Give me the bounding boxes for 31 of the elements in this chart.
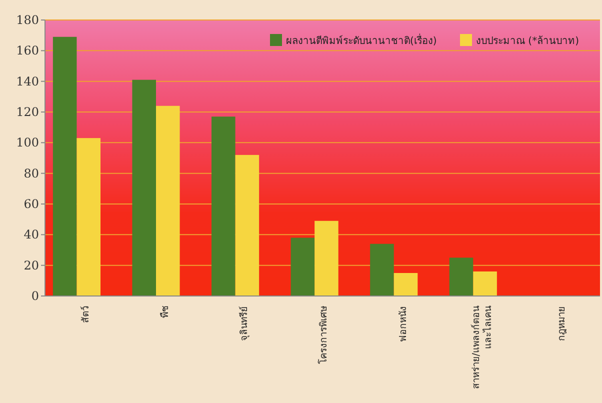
y-tick-label: 180 [16, 13, 39, 27]
bar [314, 220, 338, 296]
y-tick-label: 120 [16, 105, 39, 119]
y-tick-label: 160 [16, 44, 39, 58]
bar [76, 138, 100, 296]
bar [449, 258, 474, 296]
x-tick-label: ฟอกหนัง [398, 306, 409, 342]
bar [394, 273, 418, 296]
y-tick-label: 80 [24, 166, 39, 180]
bar [235, 154, 260, 296]
bar [473, 271, 497, 296]
bar [290, 238, 315, 296]
x-tick-label: จุลินทรีย์ [238, 306, 250, 341]
x-tick-label: สัตว์ [80, 306, 92, 323]
y-tick-label: 40 [24, 228, 39, 242]
y-tick-label: 0 [31, 289, 39, 303]
x-tick-label: กฎหมาย [556, 306, 568, 341]
bar [370, 244, 394, 296]
bar [156, 106, 180, 296]
bar [132, 80, 156, 296]
legend-label: งบประมาณ (*ล้านบาท) [476, 35, 580, 47]
x-tick-label: สาหร่าย/แพลงก์ตอน และไลเคน [470, 305, 494, 390]
y-tick-label: 20 [24, 258, 39, 272]
bar [52, 36, 77, 296]
x-tick-label: พืช [160, 305, 171, 318]
y-tick-label: 60 [24, 197, 39, 211]
x-tick-label: โครงการพิเศษ [318, 306, 330, 364]
bar [212, 116, 236, 296]
legend-label: ผลงานตีพิมพ์ระดับนานาชาติ(เรื่อง) [286, 33, 437, 47]
y-tick-label: 100 [16, 136, 39, 150]
y-tick-label: 140 [16, 74, 39, 88]
